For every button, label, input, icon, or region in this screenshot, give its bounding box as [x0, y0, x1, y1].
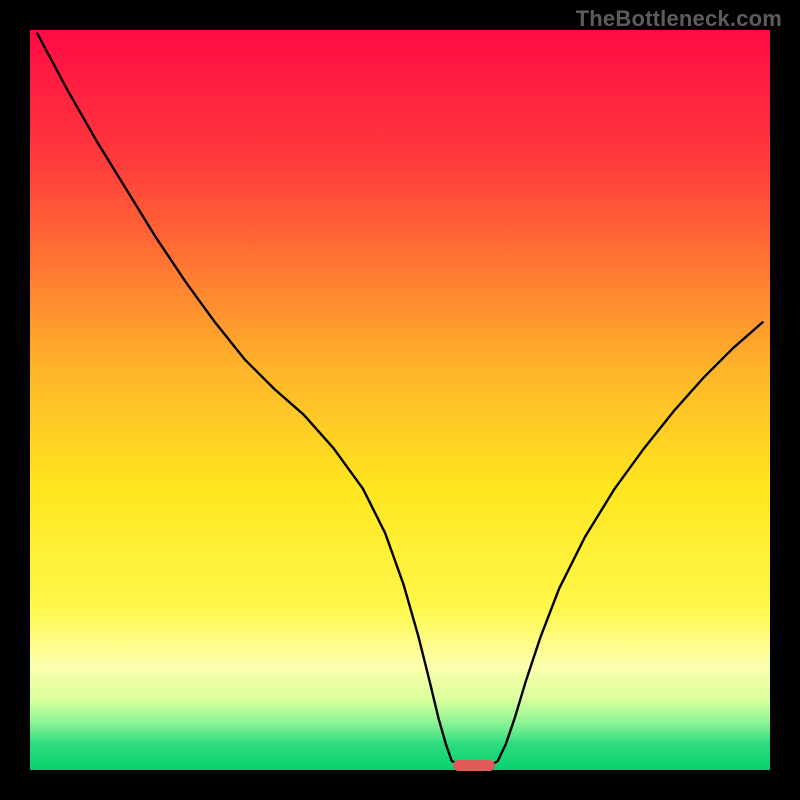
chart-frame: TheBottleneck.com [0, 0, 800, 800]
target-marker [453, 760, 494, 772]
bottleneck-chart [30, 30, 770, 770]
watermark-text: TheBottleneck.com [576, 6, 782, 32]
